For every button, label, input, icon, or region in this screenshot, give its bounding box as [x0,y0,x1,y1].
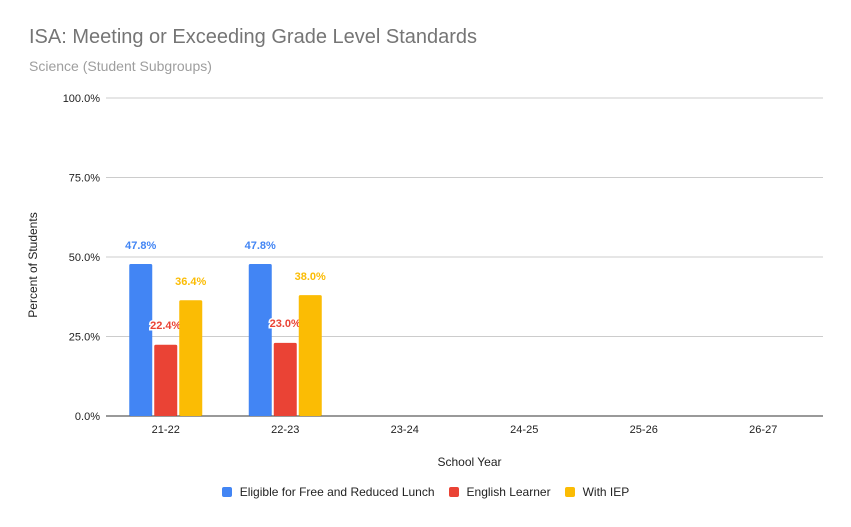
data-label: 47.8% [245,240,276,252]
x-tick-label: 21-22 [152,424,180,436]
bar [129,263,153,416]
data-label: 22.4% [150,320,181,332]
legend-label: Eligible for Free and Reduced Lunch [239,485,435,499]
y-tick-label: 50.0% [69,252,100,264]
bar [273,342,297,416]
bar [154,344,178,416]
y-tick-label: 0.0% [75,411,100,423]
chart-subtitle: Science (Student Subgroups) [29,58,212,74]
legend-label: With IEP [582,485,630,499]
x-tick-label: 24-25 [510,424,538,436]
x-axis-title: School Year [437,455,501,469]
legend-item-free-reduced-lunch[interactable]: Eligible for Free and Reduced Lunch [221,485,435,499]
legend-swatch [564,487,575,497]
data-label: 23.0% [270,318,301,330]
chart-title: ISA: Meeting or Exceeding Grade Level St… [29,26,478,48]
legend-swatch [221,487,232,497]
data-label: 38.0% [295,271,326,283]
bar [298,295,322,416]
y-axis-title: Percent of Students [26,212,40,317]
x-tick-label: 25-26 [630,424,658,436]
bar [179,300,203,416]
y-tick-label: 25.0% [69,332,100,344]
x-tick-label: 22-23 [271,424,299,436]
bar [248,263,272,416]
legend-item-with-iep[interactable]: With IEP [564,485,630,499]
legend-item-english-learner[interactable]: English Learner [448,485,551,499]
x-tick-label: 26-27 [749,424,777,436]
y-tick-label: 100.0% [63,93,101,105]
data-label: 47.8% [125,240,156,252]
x-tick-label: 23-24 [391,424,419,436]
chart-legend: Eligible for Free and Reduced Lunch Engl… [0,485,851,499]
legend-swatch [448,487,459,497]
data-label: 36.4% [175,276,206,288]
legend-label: English Learner [466,485,551,499]
y-tick-label: 75.0% [69,173,100,185]
